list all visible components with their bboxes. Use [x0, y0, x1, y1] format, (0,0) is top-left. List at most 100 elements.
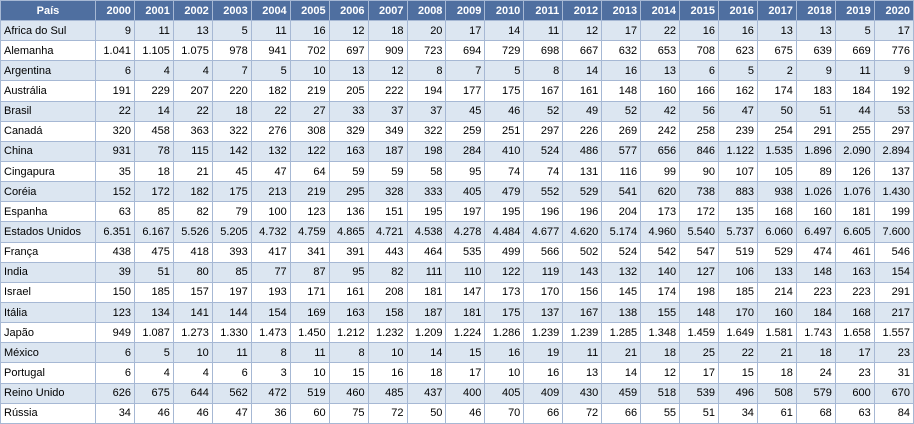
- value-cell: 4.721: [368, 222, 407, 242]
- value-cell: 4: [173, 61, 212, 81]
- value-cell: 938: [757, 182, 796, 202]
- value-cell: 79: [212, 202, 251, 222]
- value-cell: 308: [290, 121, 329, 141]
- value-cell: 106: [719, 262, 758, 282]
- value-cell: 11: [563, 343, 602, 363]
- value-cell: 192: [874, 81, 913, 101]
- value-cell: 18: [212, 101, 251, 121]
- value-cell: 437: [407, 383, 446, 403]
- value-cell: 297: [524, 121, 563, 141]
- value-cell: 978: [212, 41, 251, 61]
- value-cell: 1.581: [757, 323, 796, 343]
- value-cell: 56: [680, 101, 719, 121]
- value-cell: 18: [368, 21, 407, 41]
- value-cell: 137: [524, 302, 563, 322]
- value-cell: 430: [563, 383, 602, 403]
- value-cell: 519: [719, 242, 758, 262]
- header-year: 2020: [874, 1, 913, 21]
- value-cell: 698: [524, 41, 563, 61]
- value-cell: 123: [96, 302, 135, 322]
- value-cell: 1.076: [835, 182, 874, 202]
- country-cell: Austrália: [1, 81, 96, 101]
- country-cell: Argentina: [1, 61, 96, 81]
- value-cell: 95: [446, 161, 485, 181]
- value-cell: 77: [251, 262, 290, 282]
- header-year: 2019: [835, 1, 874, 21]
- value-cell: 24: [796, 363, 835, 383]
- value-cell: 147: [446, 282, 485, 302]
- country-cell: México: [1, 343, 96, 363]
- value-cell: 4.732: [251, 222, 290, 242]
- value-cell: 145: [602, 282, 641, 302]
- value-cell: 4.620: [563, 222, 602, 242]
- value-cell: 13: [173, 21, 212, 41]
- value-cell: 16: [368, 363, 407, 383]
- value-cell: 17: [446, 363, 485, 383]
- value-cell: 409: [524, 383, 563, 403]
- table-row: Portugal64463101516181710161314121715182…: [1, 363, 914, 383]
- value-cell: 214: [757, 282, 796, 302]
- value-cell: 7.600: [874, 222, 913, 242]
- value-cell: 1.896: [796, 141, 835, 161]
- value-cell: 195: [485, 202, 524, 222]
- value-cell: 322: [212, 121, 251, 141]
- header-year: 2015: [680, 1, 719, 21]
- value-cell: 410: [485, 141, 524, 161]
- country-cell: Coréia: [1, 182, 96, 202]
- table-row: Alemanha1.0411.1051.07597894170269790972…: [1, 41, 914, 61]
- value-cell: 53: [874, 101, 913, 121]
- header-year: 2017: [757, 1, 796, 21]
- value-cell: 72: [368, 403, 407, 423]
- value-cell: 44: [835, 101, 874, 121]
- value-cell: 141: [173, 302, 212, 322]
- table-row: India39518085778795821111101221191431321…: [1, 262, 914, 282]
- value-cell: 173: [485, 282, 524, 302]
- value-cell: 45: [446, 101, 485, 121]
- value-cell: 9: [96, 21, 135, 41]
- country-cell: Israel: [1, 282, 96, 302]
- value-cell: 175: [212, 182, 251, 202]
- value-cell: 194: [407, 81, 446, 101]
- value-cell: 694: [446, 41, 485, 61]
- country-cell: Alemanha: [1, 41, 96, 61]
- value-cell: 1.041: [96, 41, 135, 61]
- value-cell: 10: [485, 363, 524, 383]
- value-cell: 499: [485, 242, 524, 262]
- value-cell: 276: [251, 121, 290, 141]
- value-cell: 14: [485, 21, 524, 41]
- value-cell: 107: [719, 161, 758, 181]
- value-cell: 154: [874, 262, 913, 282]
- value-cell: 508: [757, 383, 796, 403]
- value-cell: 1.239: [524, 323, 563, 343]
- value-cell: 6.060: [757, 222, 796, 242]
- table-row: Espanha638582791001231361511951971951961…: [1, 202, 914, 222]
- value-cell: 198: [680, 282, 719, 302]
- value-cell: 47: [719, 101, 758, 121]
- value-cell: 193: [251, 282, 290, 302]
- value-cell: 542: [641, 242, 680, 262]
- value-cell: 1.087: [134, 323, 173, 343]
- value-cell: 9: [874, 61, 913, 81]
- value-cell: 157: [173, 282, 212, 302]
- value-cell: 205: [329, 81, 368, 101]
- value-cell: 1.649: [719, 323, 758, 343]
- table-row: Africa do Sul911135111612182017141112172…: [1, 21, 914, 41]
- value-cell: 89: [796, 161, 835, 181]
- value-cell: 74: [485, 161, 524, 181]
- value-cell: 1.459: [680, 323, 719, 343]
- value-cell: 295: [329, 182, 368, 202]
- value-cell: 161: [329, 282, 368, 302]
- value-cell: 219: [290, 81, 329, 101]
- value-cell: 1.239: [563, 323, 602, 343]
- value-cell: 291: [796, 121, 835, 141]
- value-cell: 443: [368, 242, 407, 262]
- value-cell: 223: [835, 282, 874, 302]
- value-cell: 405: [485, 383, 524, 403]
- header-year: 2013: [602, 1, 641, 21]
- value-cell: 579: [796, 383, 835, 403]
- value-cell: 670: [874, 383, 913, 403]
- value-cell: 122: [290, 141, 329, 161]
- value-cell: 95: [329, 262, 368, 282]
- value-cell: 949: [96, 323, 135, 343]
